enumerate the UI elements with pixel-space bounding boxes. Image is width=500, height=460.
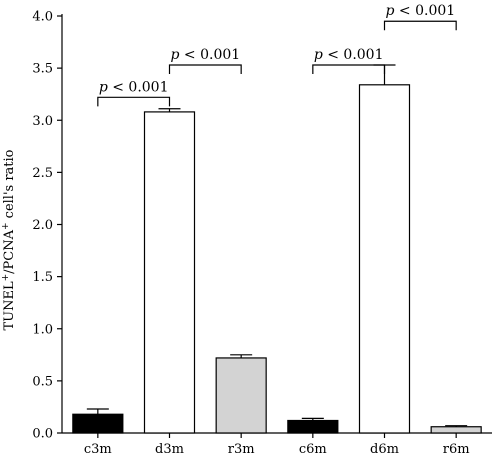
y-label-sup-1: + (1, 274, 11, 282)
x-tick-label-r6m: r6m (443, 442, 470, 457)
error-bars (86, 64, 468, 427)
significance-label: p < 0.001 (170, 47, 240, 63)
bar-r6m (430, 426, 482, 434)
x-tick-label-d3m: d3m (155, 442, 184, 457)
bar-r3m (215, 357, 267, 434)
y-label-sup-2: + (1, 222, 11, 230)
bar-c6m (287, 419, 339, 434)
bars (72, 84, 482, 434)
significance-bracket (97, 96, 171, 107)
y-tick-label: 1.5 (32, 270, 53, 285)
significance-label: p < 0.001 (314, 47, 384, 63)
y-tick-label: 3.0 (32, 114, 53, 129)
y-tick-label: 2.5 (32, 166, 53, 181)
significance-bracket (383, 20, 457, 31)
y-tick-label: 3.5 (32, 62, 53, 77)
x-tick-label-c3m: c3m (84, 442, 112, 457)
y-label-part-3: cell's ratio (2, 149, 17, 222)
significance-label: p < 0.001 (99, 79, 169, 95)
y-tick-label: 0.0 (32, 427, 53, 442)
y-axis-label: TUNEL+/PCNA+ cell's ratio (1, 149, 17, 330)
significance-bracket (168, 64, 242, 74)
bar-d6m (358, 84, 411, 434)
x-tick-label-d6m: d6m (370, 442, 399, 457)
bar-d3m (143, 111, 196, 434)
bar-c3m (72, 413, 124, 434)
y-tick-label: 2.0 (32, 218, 53, 233)
y-tick-label: 0.5 (32, 374, 53, 389)
svg-text:TUNEL+/PCNA+ cell's ratio: TUNEL+/PCNA+ cell's ratio (1, 149, 17, 330)
x-tick-label-r3m: r3m (228, 442, 255, 457)
x-tick-label-c6m: c6m (299, 442, 327, 457)
y-label-part-1: TUNEL (2, 281, 17, 330)
significance-label: p < 0.001 (385, 3, 455, 19)
y-tick-label: 1.0 (32, 322, 53, 337)
axes: 0.0 0.5 1.0 1.5 2.0 2.5 3.0 3.5 4.0 c3m d3m r3m c6m d… (32, 10, 492, 457)
y-label-part-2: /PCNA (2, 229, 17, 273)
y-tick-label: 4.0 (32, 10, 53, 25)
significance-bracket (312, 64, 386, 74)
